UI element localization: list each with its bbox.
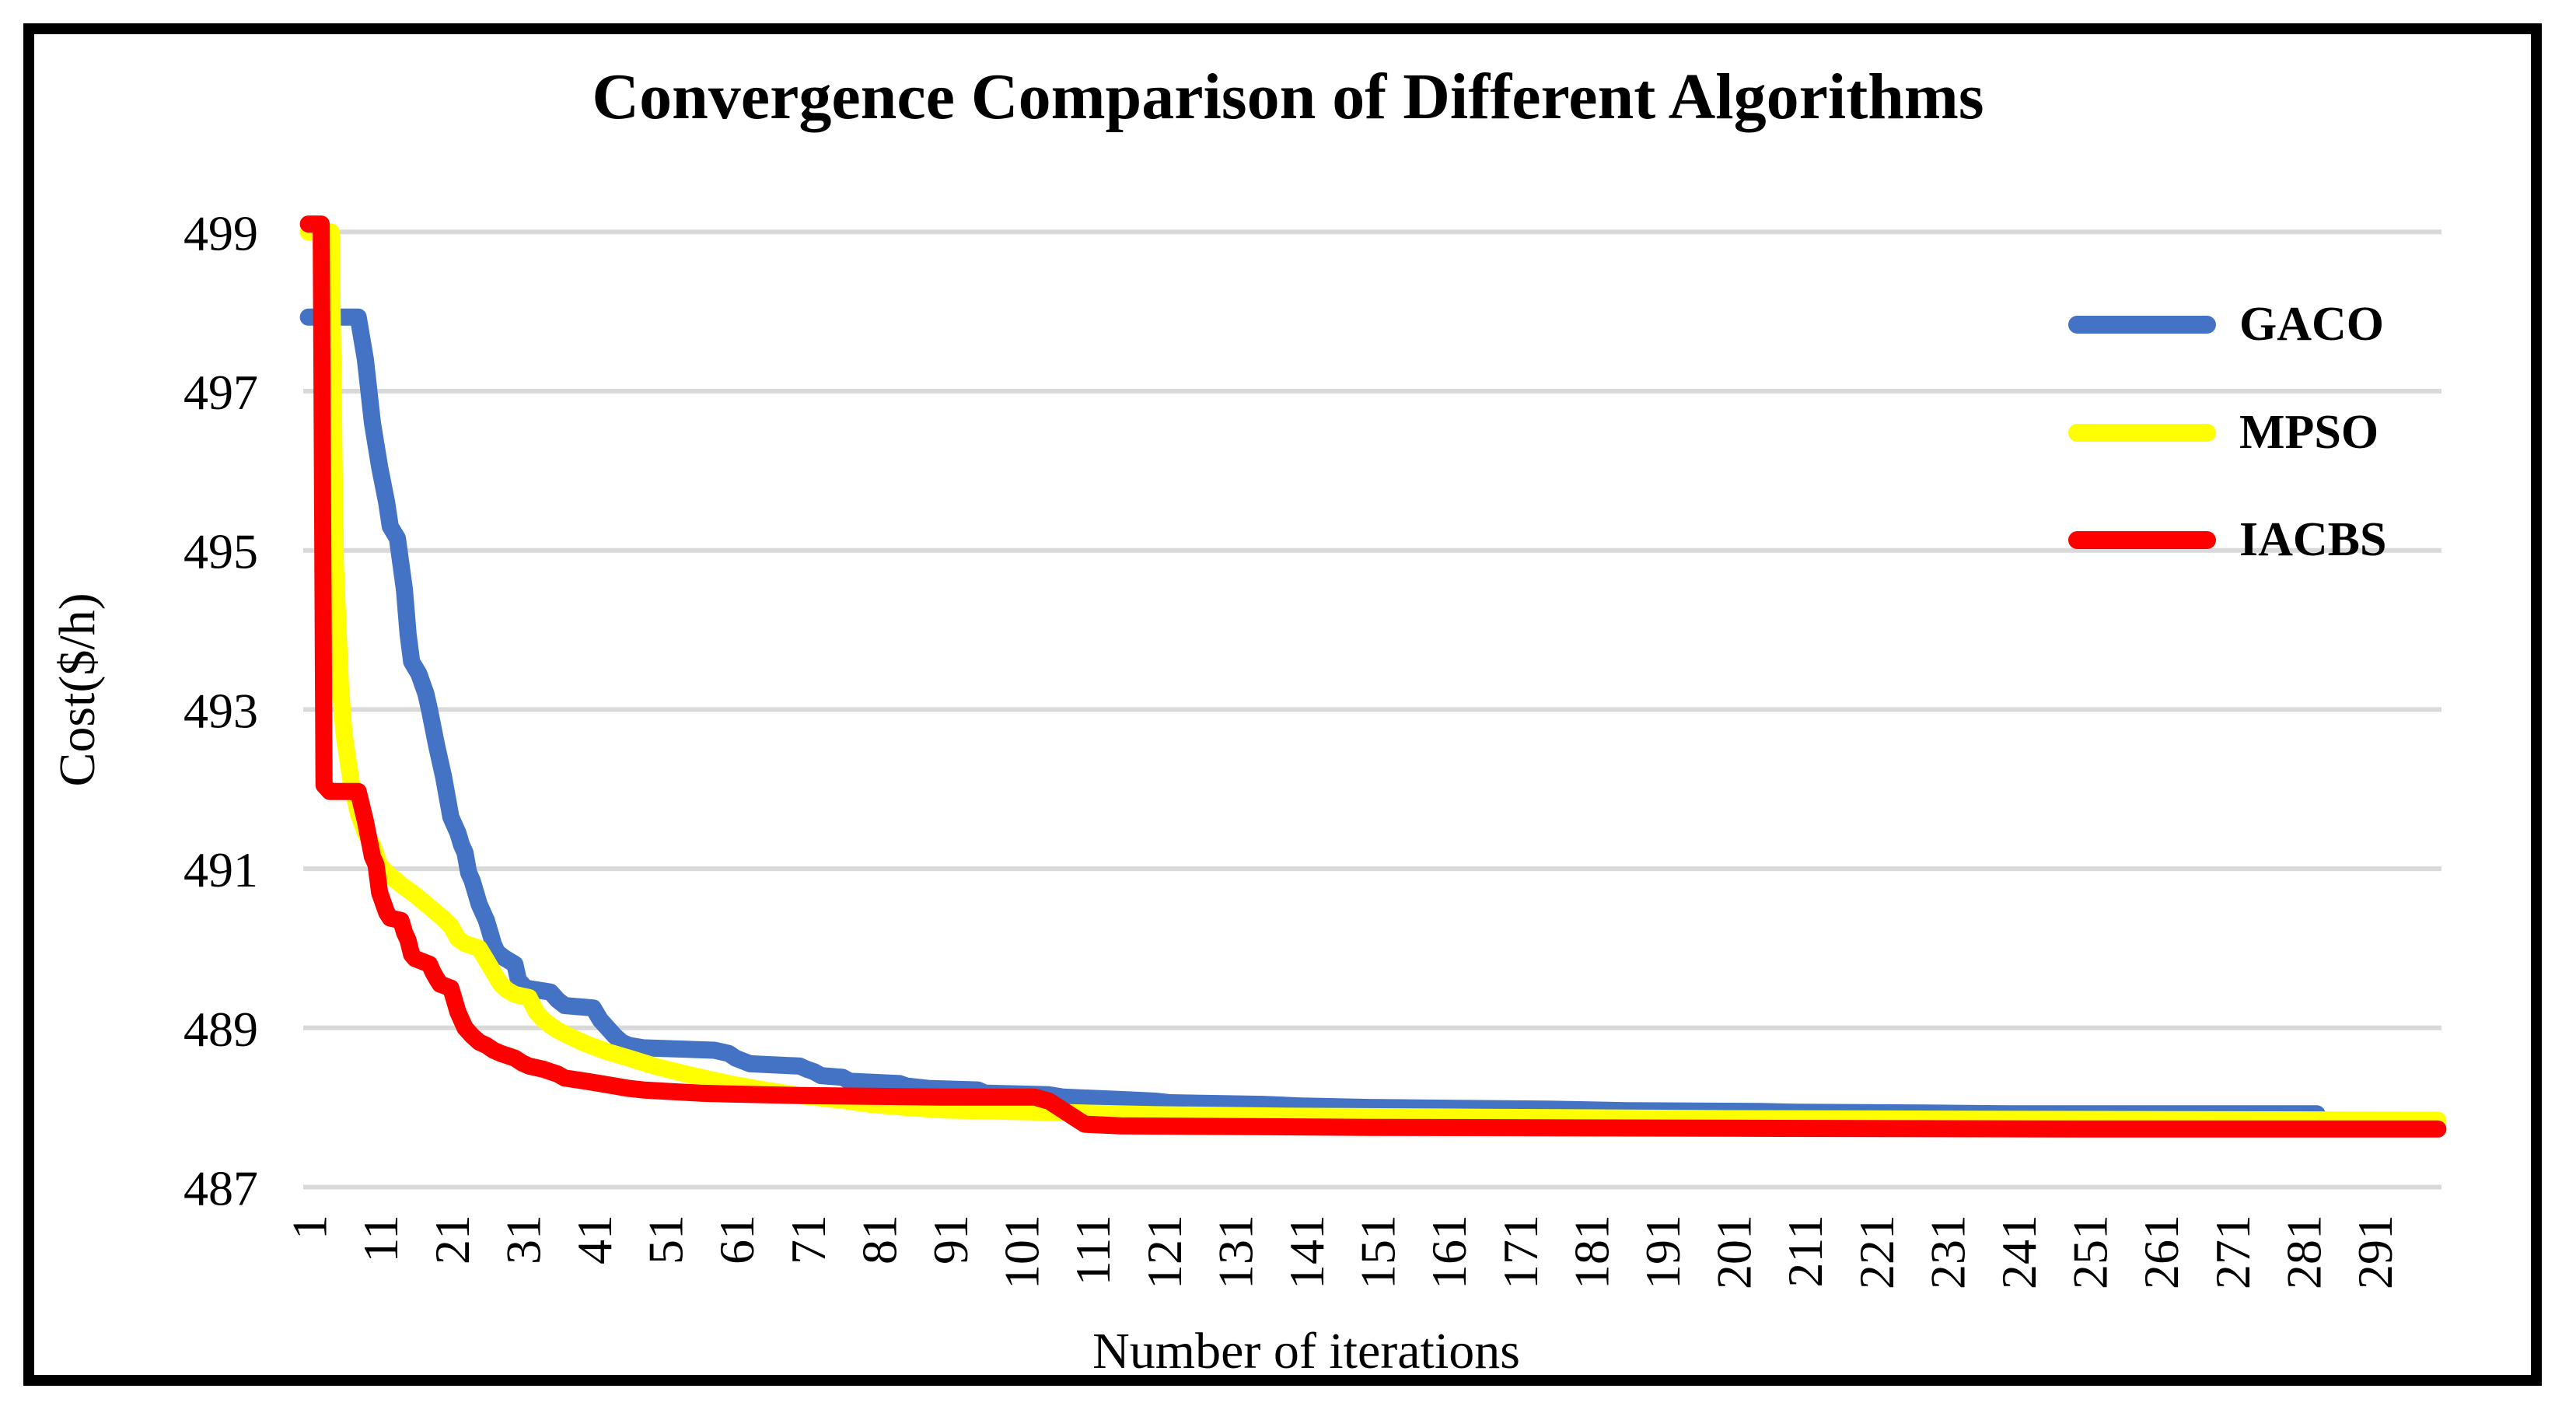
legend-item-mpso: MPSO (2068, 407, 2379, 457)
x-tick-label-11: 11 (353, 1215, 408, 1263)
x-tick-label-121: 121 (1137, 1215, 1192, 1289)
x-tick-label-81: 81 (851, 1215, 907, 1264)
x-tick-label-151: 151 (1351, 1215, 1406, 1289)
y-tick-label-499: 499 (184, 205, 258, 261)
x-tick-label-271: 271 (2205, 1215, 2260, 1289)
x-tick-label-191: 191 (1635, 1215, 1690, 1289)
x-tick-label-281: 281 (2276, 1215, 2331, 1289)
x-tick-label-71: 71 (781, 1215, 836, 1264)
gaco-line-swatch (2068, 315, 2216, 334)
x-tick-label-261: 261 (2134, 1215, 2189, 1289)
y-tick-label-497: 497 (184, 365, 258, 420)
x-tick-label-61: 61 (709, 1215, 764, 1264)
y-tick-labels: 499 497 495 493 491 489 487 (184, 205, 258, 1215)
x-tick-label-141: 141 (1279, 1215, 1334, 1289)
x-tick-label-211: 211 (1777, 1215, 1833, 1288)
x-tick-label-241: 241 (1991, 1215, 2046, 1289)
x-tick-label-1: 1 (282, 1215, 337, 1240)
x-tick-label-231: 231 (1920, 1215, 1975, 1289)
y-tick-label-495: 495 (184, 524, 258, 579)
legend-item-gaco: GACO (2068, 299, 2384, 349)
chart-title: Convergence Comparison of Different Algo… (592, 61, 1984, 133)
series-line-mpso (299, 223, 2447, 1129)
y-axis-title: Cost($/h) (49, 593, 106, 787)
x-tick-label-101: 101 (994, 1215, 1050, 1289)
mpso-line-swatch (2068, 423, 2216, 442)
y-tick-label-487: 487 (184, 1161, 258, 1216)
x-tick-labels: 1 11 21 31 41 51 61 71 81 91 101 111 121 131 141 151 161… (282, 1215, 2403, 1289)
x-tick-label-31: 31 (495, 1215, 551, 1264)
x-tick-label-221: 221 (1849, 1215, 1904, 1289)
x-tick-label-251: 251 (2063, 1215, 2118, 1289)
y-tick-label-493: 493 (184, 683, 258, 738)
series-line-iacbs (299, 215, 2447, 1138)
legend-label-mpso: MPSO (2239, 406, 2379, 459)
legend-label-gaco: GACO (2239, 298, 2384, 351)
x-tick-label-51: 51 (638, 1215, 694, 1264)
x-tick-label-111: 111 (1065, 1215, 1120, 1285)
x-tick-label-21: 21 (425, 1215, 480, 1264)
series-lines (299, 215, 2447, 1138)
y-tick-label-489: 489 (184, 1002, 258, 1057)
x-tick-label-131: 131 (1208, 1215, 1263, 1289)
x-tick-label-291: 291 (2347, 1215, 2403, 1289)
legend-item-iacbs: IACBS (2068, 515, 2387, 565)
legend-label-iacbs: IACBS (2239, 513, 2387, 566)
x-tick-label-161: 161 (1421, 1215, 1477, 1289)
x-tick-label-201: 201 (1707, 1215, 1762, 1289)
chart-outer-frame (23, 23, 2542, 1386)
x-tick-label-181: 181 (1564, 1215, 1619, 1289)
series-line-gaco (299, 308, 2326, 1123)
y-tick-label-491: 491 (184, 842, 258, 897)
iacbs-line-swatch (2068, 530, 2216, 549)
x-axis-title: Number of iterations (1092, 1323, 1520, 1380)
x-tick-label-91: 91 (923, 1215, 978, 1264)
gridlines (303, 229, 2441, 1190)
x-tick-label-171: 171 (1493, 1215, 1548, 1289)
x-tick-label-41: 41 (567, 1215, 622, 1264)
